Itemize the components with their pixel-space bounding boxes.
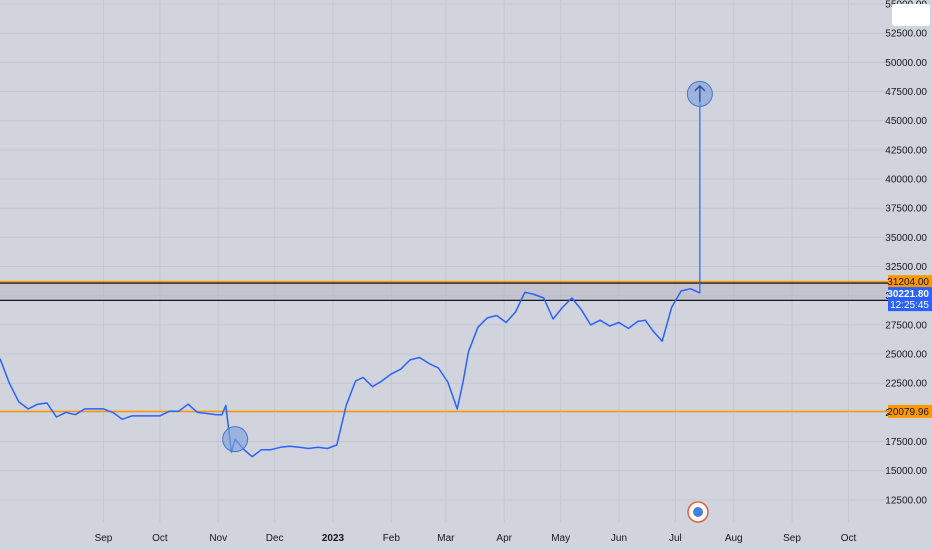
y-tick-label: 50000.00 — [885, 58, 927, 69]
countdown-label: 12:25:45 — [890, 300, 929, 311]
price-line — [0, 287, 701, 458]
x-tick-label: May — [551, 533, 570, 544]
tradingview-logo-icon[interactable] — [687, 501, 709, 523]
price-tag-label: 31204.00 — [887, 277, 929, 288]
x-tick-label: Feb — [383, 533, 401, 544]
y-tick-label: 17500.00 — [885, 437, 927, 448]
y-tick-label: 42500.00 — [885, 145, 927, 156]
x-tick-label: Oct — [152, 533, 168, 544]
x-tick-label: Mar — [437, 533, 455, 544]
y-tick-label: 22500.00 — [885, 379, 927, 390]
x-tick-label: Jul — [669, 533, 682, 544]
y-tick-label: 25000.00 — [885, 350, 927, 361]
y-tick-label: 12500.00 — [885, 495, 927, 506]
x-tick-label: Nov — [209, 533, 227, 544]
price-zone — [0, 281, 888, 301]
y-tick-label: 37500.00 — [885, 204, 927, 215]
circle-marker — [222, 426, 249, 453]
circle-markers — [222, 80, 713, 453]
last-price-tag — [888, 287, 932, 312]
x-tick-label: Dec — [266, 533, 284, 544]
x-tick-label: 2023 — [322, 533, 345, 544]
series-lines — [0, 93, 701, 458]
x-axis-ticks: Sep Oct Nov Dec 2023 Feb Mar Apr May Jun Jul Aug Sep… — [95, 533, 857, 544]
y-tick-label: 15000.00 — [885, 466, 927, 477]
y-axis-ticks: 12500.0015000.0017500.0020000.0022500.00… — [885, 0, 927, 506]
price-tag-label: 20079.96 — [887, 407, 929, 418]
price-tag — [888, 404, 932, 418]
y-tick-label: 45000.00 — [885, 116, 927, 127]
x-tick-label: Oct — [841, 533, 857, 544]
plot-background — [0, 0, 888, 522]
y-tick-label: 35000.00 — [885, 233, 927, 244]
price-tag — [888, 275, 932, 289]
price-scale-input-box[interactable] — [892, 4, 930, 26]
y-tick-label: 40000.00 — [885, 175, 927, 186]
up-arrow-icon — [694, 84, 706, 102]
y-tick-label: 52500.00 — [885, 29, 927, 40]
x-tick-label: Sep — [783, 533, 801, 544]
last-price-label: 30221.80 — [887, 289, 929, 300]
x-tick-label: Jun — [611, 533, 627, 544]
x-tick-label: Apr — [496, 533, 512, 544]
time-axis-background[interactable] — [0, 522, 888, 550]
price-zone-rect — [0, 281, 888, 301]
y-tick-label: 27500.00 — [885, 320, 927, 331]
y-tick-label: 47500.00 — [885, 87, 927, 98]
x-tick-label: Aug — [725, 533, 743, 544]
y-tick-label: 32500.00 — [885, 262, 927, 273]
horizontal-lines — [0, 280, 888, 413]
price-axis-background[interactable] — [888, 0, 932, 550]
x-tick-label: Sep — [95, 533, 113, 544]
